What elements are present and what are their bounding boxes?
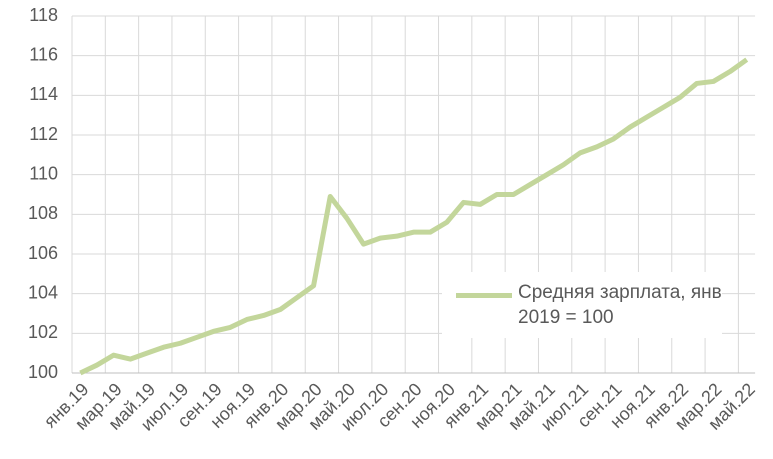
y-tick-label: 112 [29,124,58,144]
y-tick-label: 118 [29,5,58,25]
y-tick-label: 106 [28,243,58,263]
y-tick-label: 102 [28,322,58,342]
legend-swatch [456,292,512,298]
y-tick-label: 110 [29,163,58,183]
y-tick-label: 114 [29,84,58,104]
legend: Средняя зарплата, янв 2019 = 100 [442,272,722,338]
data-line [79,57,749,376]
y-tick-label: 104 [28,282,58,302]
y-tick-label: 116 [29,44,58,64]
y-tick-label: 100 [28,362,58,382]
y-tick-label: 108 [28,203,58,223]
legend-label: Средняя зарплата, янв 2019 = 100 [518,282,722,328]
